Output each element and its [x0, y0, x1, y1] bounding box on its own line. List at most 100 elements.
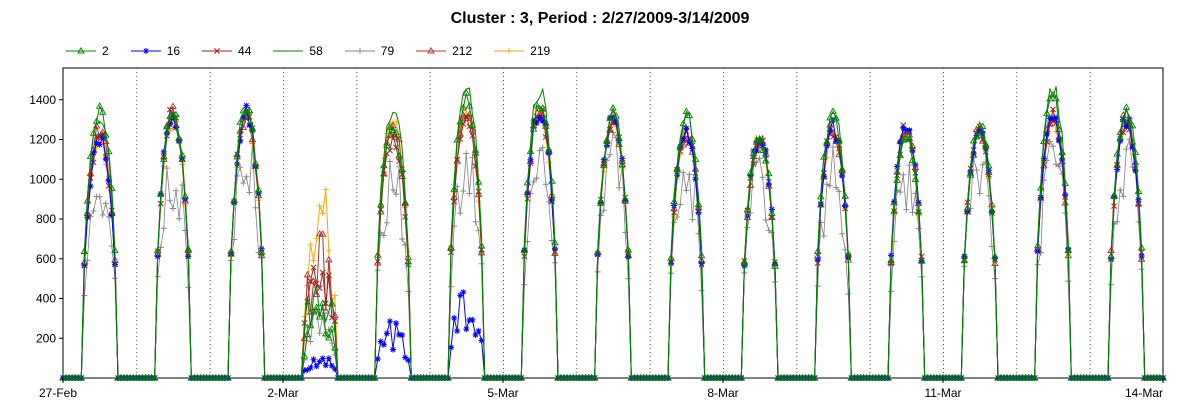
data-point-2: [673, 165, 681, 173]
legend-item-212: 212: [416, 44, 472, 58]
data-point-16: [1043, 131, 1050, 138]
data-point-79: [762, 216, 769, 223]
data-point-2: [682, 107, 691, 114]
data-point-2: [383, 141, 391, 149]
data-point-44: [307, 278, 314, 285]
data-point-212: [169, 102, 177, 109]
data-point-16: [307, 364, 314, 371]
data-point-79: [1117, 186, 1124, 193]
data-point-79: [90, 207, 97, 214]
data-point-16: [1040, 155, 1047, 162]
data-point-219: [310, 257, 317, 264]
data-point-2: [624, 245, 633, 253]
data-point-2: [398, 165, 406, 173]
data-point-2: [1052, 94, 1060, 102]
data-point-79: [1065, 278, 1072, 285]
data-point-2: [1046, 94, 1054, 102]
data-point-79: [677, 201, 684, 208]
data-point-2: [376, 200, 385, 208]
data-point-44: [96, 133, 103, 140]
data-point-16: [313, 363, 320, 370]
data-point-79: [765, 227, 772, 234]
data-point-16: [903, 127, 910, 134]
legend-swatch: [416, 46, 447, 54]
series-44: [60, 106, 1166, 381]
data-point-16: [310, 356, 317, 363]
data-point-212: [905, 130, 914, 138]
data-point-2: [835, 136, 843, 144]
data-point-79: [1046, 138, 1053, 145]
data-point-79: [533, 175, 540, 182]
data-point-79: [176, 215, 183, 222]
data-point-16: [891, 198, 898, 205]
data-point-79: [1108, 281, 1115, 288]
data-point-2: [459, 103, 468, 111]
data-point-2: [1064, 246, 1073, 253]
data-point-2: [529, 125, 538, 132]
data-point-2: [844, 250, 853, 257]
data-point-16: [90, 149, 97, 156]
data-point-212: [318, 230, 327, 237]
data-point-219: [307, 241, 314, 248]
data-point-2: [184, 245, 193, 252]
data-point-79: [625, 275, 632, 282]
data-point-79: [759, 174, 766, 181]
data-point-44: [833, 133, 840, 140]
data-point-79: [460, 188, 467, 195]
data-point-79: [173, 187, 180, 194]
data-point-79: [399, 235, 406, 242]
data-point-2: [523, 178, 532, 186]
data-point-16: [1050, 115, 1056, 122]
data-point-16: [393, 320, 400, 327]
data-point-16: [900, 124, 907, 131]
data-point-79: [686, 171, 693, 178]
data-point-16: [762, 147, 769, 154]
data-point-44: [319, 269, 326, 276]
data-point-2: [474, 178, 483, 185]
data-point-2: [1055, 125, 1063, 133]
data-point-2: [978, 122, 987, 130]
data-point-79: [530, 178, 537, 185]
data-point-2: [975, 131, 984, 138]
data-point-16: [405, 357, 412, 364]
data-point-79: [600, 207, 607, 214]
data-point-16: [108, 212, 115, 219]
data-point-16: [105, 177, 112, 184]
data-point-16: [380, 341, 387, 348]
series-line-44: [63, 108, 1163, 379]
data-point-2: [1131, 148, 1140, 156]
data-point-2: [309, 307, 318, 315]
y-tick-label: 1200: [29, 133, 56, 147]
data-point-44: [386, 147, 393, 154]
data-point-2: [156, 190, 165, 197]
data-point-16: [451, 315, 458, 322]
data-point-16: [457, 292, 464, 299]
data-point-2: [969, 136, 978, 144]
data-point-2: [108, 184, 116, 191]
data-point-79: [96, 193, 103, 200]
data-point-212: [321, 306, 330, 314]
data-point-79: [915, 225, 922, 232]
data-point-44: [457, 136, 464, 143]
data-point-16: [454, 328, 461, 335]
legend-marker: [506, 48, 513, 54]
data-point-2: [471, 149, 480, 156]
data-point-79: [680, 169, 687, 176]
legend-swatch: [130, 48, 161, 54]
data-point-79: [163, 165, 170, 172]
data-point-2: [101, 131, 110, 138]
data-point-79: [243, 173, 250, 180]
x-tick-label: 2-Mar: [267, 386, 298, 400]
y-tick-label: 400: [36, 292, 56, 306]
data-point-79: [316, 330, 323, 337]
data-point-16: [163, 130, 170, 137]
data-point-79: [307, 338, 314, 345]
data-point-2: [447, 244, 455, 251]
data-point-16: [600, 156, 607, 163]
data-point-79: [463, 150, 470, 157]
y-tick-label: 800: [36, 212, 56, 226]
data-point-16: [759, 142, 766, 149]
legend-marker: [77, 46, 85, 54]
data-point-2: [450, 185, 458, 192]
series-line-2: [63, 93, 1163, 379]
